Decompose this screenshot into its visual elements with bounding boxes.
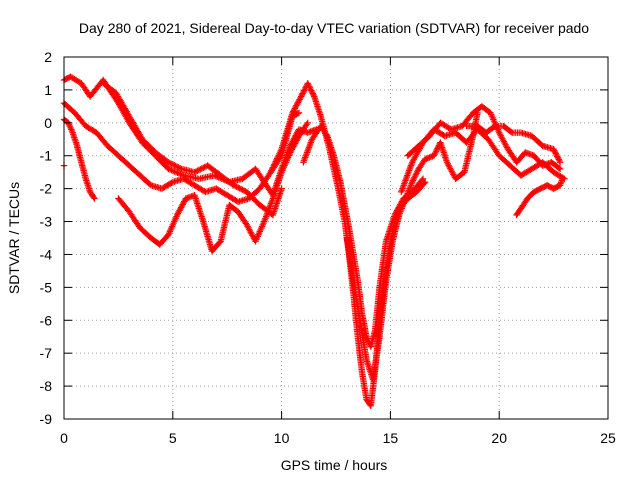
x-axis-label: GPS time / hours [281, 457, 388, 473]
y-tick-label: -4 [40, 246, 53, 262]
series-track-7 [300, 122, 427, 350]
y-tick-label: 2 [44, 49, 52, 65]
x-tick-label: 5 [169, 430, 177, 446]
series-track-4 [115, 119, 311, 255]
y-tick-label: -2 [40, 181, 53, 197]
y-tick-label: -9 [40, 411, 53, 427]
y-tick-label: 1 [44, 82, 52, 98]
y-tick-label: -7 [40, 345, 53, 361]
x-tick-label: 25 [600, 430, 616, 446]
x-tick-label: 20 [491, 430, 507, 446]
y-tick-label: -1 [40, 148, 53, 164]
series-track-11 [463, 122, 564, 166]
y-tick-label: 0 [44, 115, 52, 131]
data-points [60, 73, 568, 409]
x-tick-label: 0 [60, 430, 68, 446]
x-tick-label: 15 [383, 430, 399, 446]
series-track-12 [513, 175, 566, 219]
series-track-5 [100, 80, 285, 219]
y-tick-label: -6 [40, 312, 53, 328]
x-tick-label: 10 [274, 430, 290, 446]
plot-frame [63, 56, 609, 420]
y-tick-label: -3 [40, 214, 53, 230]
y-tick-label: -5 [40, 279, 53, 295]
series-track-8 [343, 109, 481, 383]
chart-title: Day 280 of 2021, Sidereal Day-to-day VTE… [79, 20, 589, 36]
y-axis-label: SDTVAR / TECUs [6, 182, 22, 294]
y-tick-label: -8 [40, 378, 53, 394]
